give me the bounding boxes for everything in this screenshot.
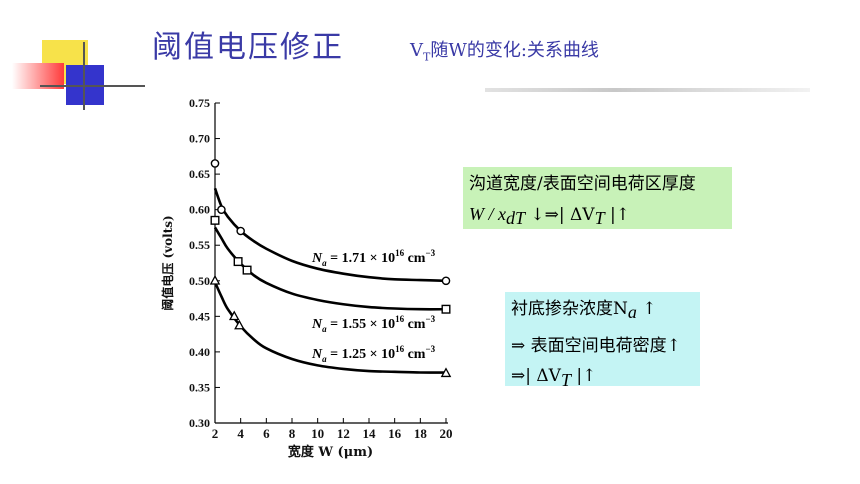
x-tick-label: 16 (388, 426, 402, 441)
series-label-1: Na = 1.71 × 1016 cm−3 (311, 248, 436, 268)
x-tick-label: 18 (414, 426, 428, 441)
x-tick-label: 6 (263, 426, 270, 441)
data-point-circle (210, 159, 220, 168)
y-tick-label: 0.35 (189, 380, 210, 394)
data-point-triangle (440, 367, 452, 378)
logo-line-vertical (83, 42, 85, 110)
y-tick-label: 0.30 (189, 416, 210, 430)
threshold-voltage-chart: 0.30 0.35 0.40 0.45 0.50 0.55 0.60 0.65 0.70 0.75… (160, 96, 453, 460)
series-line-1 (213, 187, 447, 283)
logo-line-horizontal (40, 85, 145, 87)
chart-markers (209, 159, 452, 378)
data-point-circle (217, 205, 226, 214)
series-label-2: Na = 1.55 × 1016 cm−3 (311, 314, 436, 334)
y-tick-label: 0.55 (189, 238, 210, 252)
data-point-circle (441, 276, 451, 286)
y-tick-label: 0.40 (189, 345, 210, 359)
annotation-box-width: 沟道宽度/表面空间电荷区厚度 W / xdT ↓⇒| ΔVT |↑ (463, 167, 732, 229)
x-tick-label: 2 (212, 426, 219, 441)
chart-labels: Na = 1.71 × 1016 cm−3 Na = 1.55 × 1016 cm… (311, 248, 436, 364)
series-line-3 (213, 281, 447, 374)
x-tick-label: 8 (289, 426, 296, 441)
y-tick-label: 0.45 (189, 309, 210, 323)
y-tick-label: 0.60 (189, 203, 210, 217)
y-tick-label: 0.65 (189, 167, 210, 181)
annotation-line-2: ⇒ 表面空间电荷密度↑ (511, 336, 681, 357)
y-tick-label: 0.70 (189, 132, 210, 146)
data-point-circle (236, 226, 245, 236)
chart-curves (213, 187, 447, 374)
x-axis-title: 宽度 W (μm) (287, 444, 373, 460)
series-line-2 (213, 226, 447, 311)
y-axis-title: 阈值电压 (volts) (160, 215, 175, 310)
x-tick-label: 20 (440, 426, 453, 441)
series-label-3: Na = 1.25 × 1016 cm−3 (311, 344, 436, 364)
annotation-line-3: ⇒| ΔVT |↑ (511, 366, 597, 390)
y-tick-label: 0.50 (189, 274, 210, 288)
x-tick-label: 10 (311, 426, 324, 441)
x-tick-label: 12 (337, 426, 350, 441)
data-point-square (210, 215, 220, 225)
y-tick-label: 0.75 (189, 96, 210, 110)
annotation-line-2: W / xdT ↓⇒| ΔVT |↑ (469, 204, 630, 229)
logo-block-red (12, 63, 64, 89)
x-tick-label: 4 (237, 426, 244, 441)
chart-axes: 0.30 0.35 0.40 0.45 0.50 0.55 0.60 0.65 0.70 0.75… (160, 96, 453, 460)
title-divider (485, 88, 810, 92)
annotation-box-doping: 衬底掺杂浓度Na ↑ ⇒ 表面空间电荷密度↑ ⇒| ΔVT |↑ (505, 292, 700, 390)
page-title: 阈值电压修正 (152, 30, 344, 65)
data-point-square (233, 257, 243, 267)
data-point-triangle (209, 274, 221, 285)
data-point-square (441, 304, 451, 314)
page-subtitle: VT随W的变化:关系曲线 (410, 40, 599, 64)
x-tick-label: 14 (363, 426, 377, 441)
annotation-line-1: 衬底掺杂浓度Na ↑ (511, 299, 657, 323)
data-point-triangle (228, 310, 240, 321)
data-point-square (242, 265, 252, 275)
data-point-triangle (234, 319, 245, 330)
annotation-line-1: 沟道宽度/表面空间电荷区厚度 (469, 174, 696, 194)
